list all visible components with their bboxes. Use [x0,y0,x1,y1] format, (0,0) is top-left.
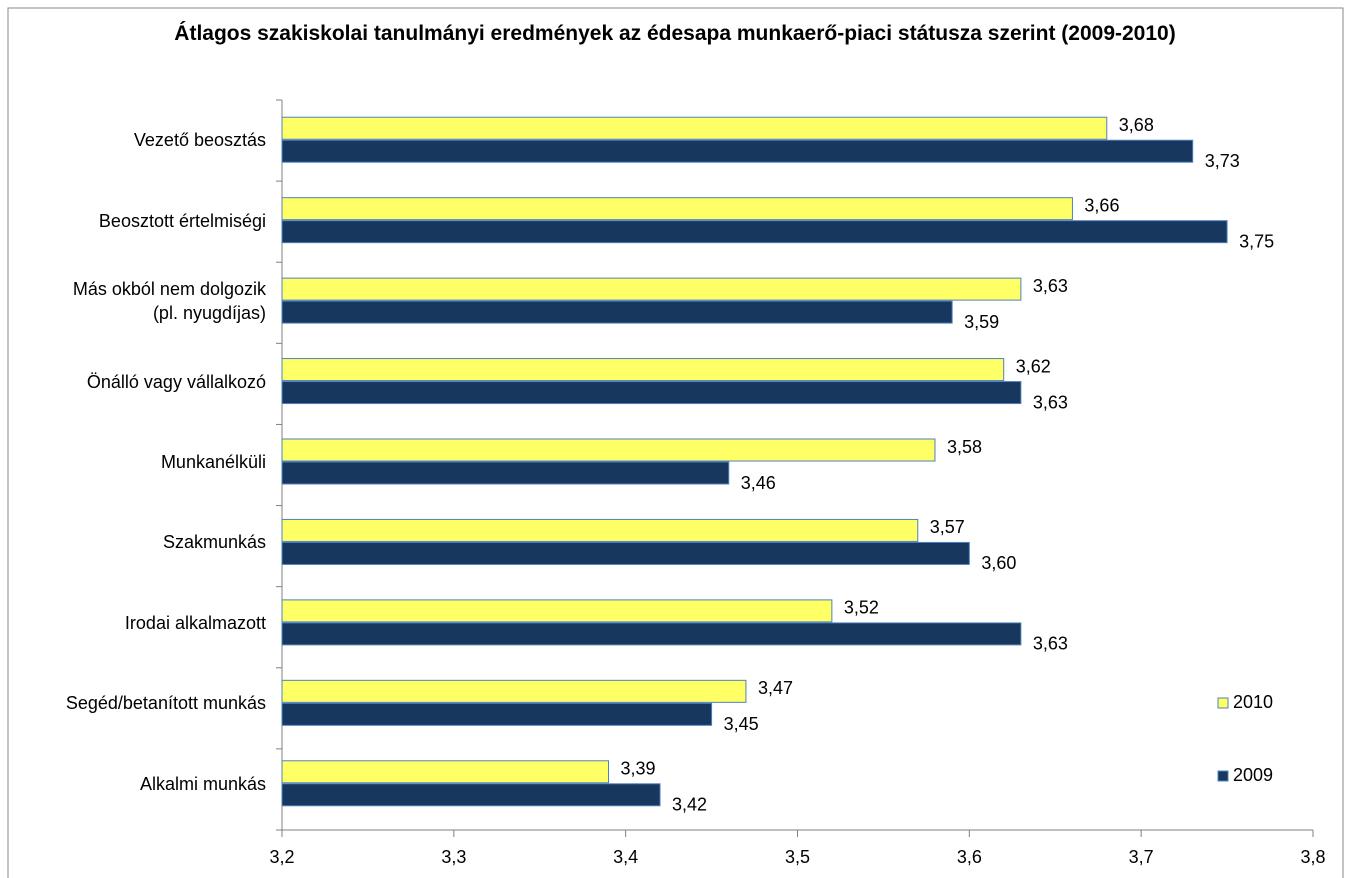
data-label: 3,52 [844,598,879,618]
category-label: Önálló vagy vállalkozó [86,371,266,392]
bar [281,220,1228,244]
legend-label: 2010 [1233,692,1273,712]
data-label: 3,63 [1033,392,1068,412]
data-label: 3,63 [1033,276,1068,296]
data-label: 3,59 [964,312,999,332]
data-label: 3,45 [724,714,759,734]
x-tick-label: 3,4 [613,847,638,867]
data-label: 3,39 [620,759,655,779]
chart-title: Átlagos szakiskolai tanulmányi eredménye… [174,22,1176,45]
x-tick-label: 3,6 [957,847,982,867]
data-label: 3,68 [1119,115,1154,135]
bar [281,358,1005,382]
legend-swatch [1217,697,1229,709]
data-label: 3,60 [981,553,1016,573]
data-label: 3,75 [1239,231,1274,251]
category-label: Más okból nem dolgozik (pl. nyugdíjas) [72,279,266,324]
data-label: 3,66 [1084,195,1119,215]
category-label: Segéd/betanított munkás [65,693,266,714]
category-label: Irodai alkalmazott [124,612,266,633]
bar [281,381,1022,405]
x-tick-label: 3,3 [441,847,466,867]
legend-swatch [1217,770,1229,782]
bar [281,438,936,462]
bar [281,139,1194,163]
category-label: Munkanélküli [160,452,266,472]
bar [281,783,661,807]
x-tick-label: 3,7 [1129,847,1154,867]
category-label: Beosztott értelmiségi [98,210,266,231]
category-label: Vezető beosztás [133,130,266,151]
legend-label: 2009 [1233,765,1273,785]
data-label: 3,42 [672,795,707,815]
data-label: 3,63 [1033,634,1068,654]
bar [281,622,1022,646]
x-tick-label: 3,2 [269,847,294,867]
bar [281,197,1073,221]
bar [281,116,1108,140]
category-label: Alkalmi munkás [139,773,266,794]
chart-frame [7,7,1344,878]
bar [281,702,713,726]
bar [281,300,953,324]
bar [281,277,1022,301]
data-label: 3,73 [1205,151,1240,171]
data-label: 3,62 [1016,356,1051,376]
data-label: 3,58 [947,437,982,457]
x-tick-label: 3,8 [1300,847,1325,867]
data-label: 3,46 [741,473,776,493]
bar [281,541,970,565]
bar [281,679,747,703]
data-label: 3,57 [930,517,965,537]
x-tick-label: 3,5 [785,847,810,867]
bar [281,461,730,485]
bar [281,599,833,623]
bar [281,518,919,542]
data-label: 3,47 [758,678,793,698]
bar [281,760,609,784]
category-label: Szakmunkás [162,532,266,553]
